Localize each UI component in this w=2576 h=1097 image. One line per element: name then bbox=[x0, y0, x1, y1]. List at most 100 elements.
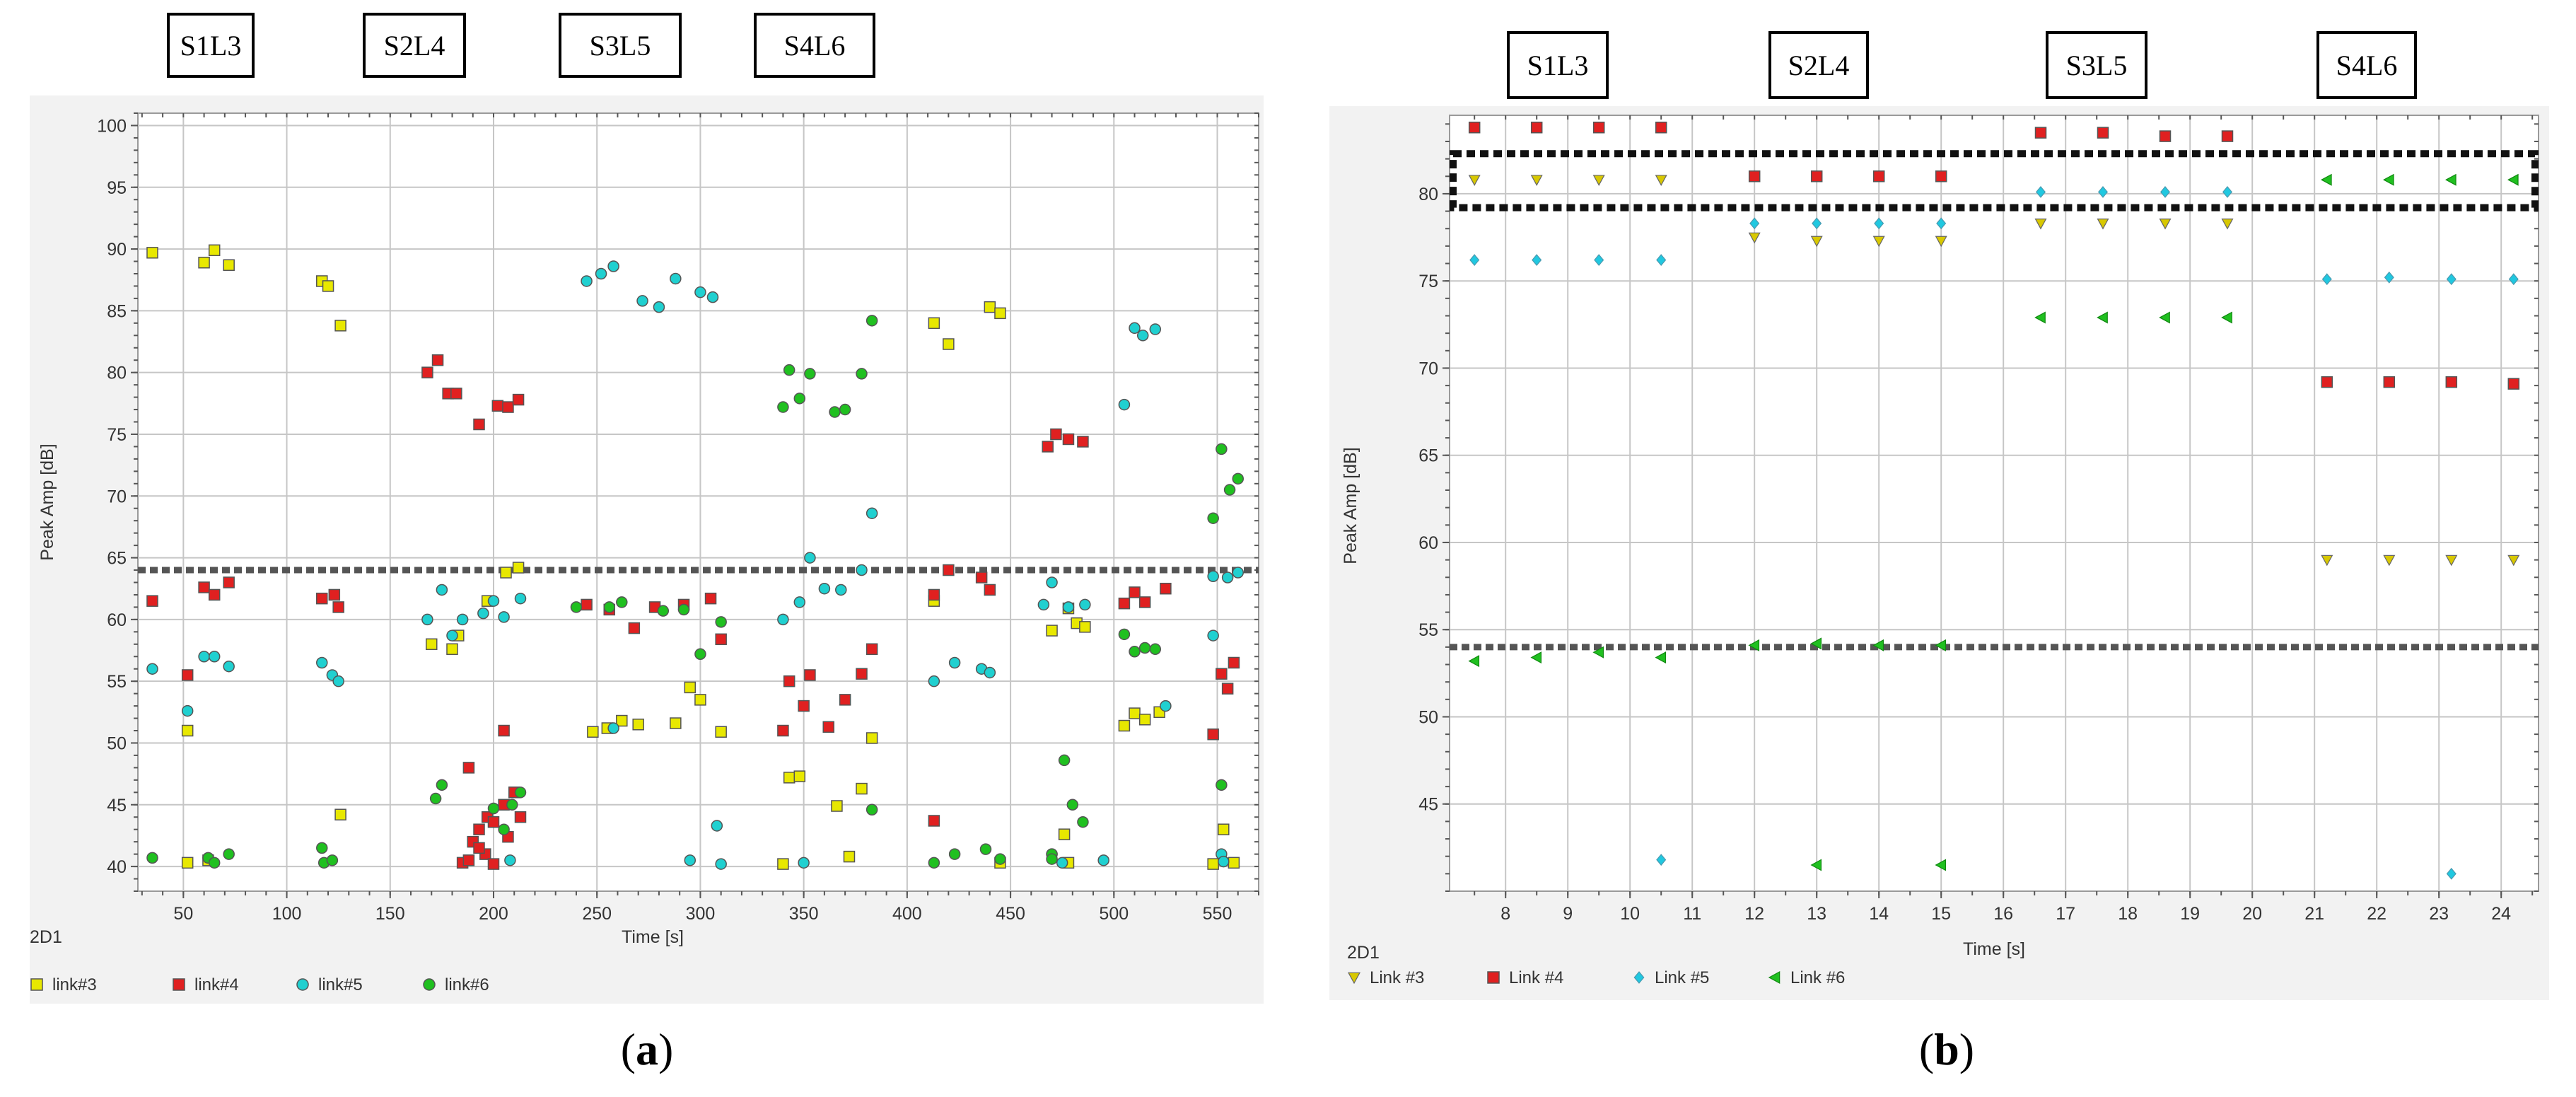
data-point bbox=[181, 857, 194, 869]
data-point bbox=[332, 675, 344, 687]
data-point bbox=[2445, 555, 2458, 567]
y-tick-label: 75 bbox=[107, 425, 127, 445]
data-point bbox=[326, 854, 339, 866]
data-point bbox=[1592, 646, 1604, 658]
data-point bbox=[1810, 859, 1822, 871]
data-point bbox=[322, 280, 334, 292]
data-point bbox=[2383, 555, 2396, 567]
data-point bbox=[421, 613, 433, 626]
data-point bbox=[798, 700, 810, 712]
data-point bbox=[1748, 232, 1761, 244]
data-point bbox=[1469, 254, 1480, 267]
data-point bbox=[446, 629, 458, 642]
data-point bbox=[436, 584, 448, 596]
data-point bbox=[677, 603, 690, 616]
data-point bbox=[2159, 311, 2170, 324]
data-point bbox=[1056, 857, 1068, 869]
x-tick-label: 100 bbox=[272, 904, 302, 924]
y-tick-label: 50 bbox=[107, 733, 127, 753]
x-tick-label: 20 bbox=[2242, 904, 2262, 924]
data-point bbox=[2097, 186, 2109, 198]
data-point bbox=[1532, 254, 1542, 267]
section-label-box bbox=[754, 13, 875, 78]
data-point bbox=[866, 803, 878, 816]
data-point bbox=[1062, 433, 1075, 446]
data-point bbox=[804, 552, 816, 564]
data-point bbox=[146, 595, 158, 607]
legend-label: Link #4 bbox=[1509, 968, 1563, 987]
data-point bbox=[446, 643, 458, 656]
data-point bbox=[684, 854, 697, 866]
data-point bbox=[1812, 217, 1822, 230]
data-point bbox=[1207, 512, 1219, 524]
data-point bbox=[512, 562, 525, 574]
data-point bbox=[866, 507, 878, 519]
data-point bbox=[2507, 378, 2520, 390]
data-point bbox=[2097, 311, 2108, 324]
data-point bbox=[793, 770, 806, 782]
data-point bbox=[984, 301, 996, 313]
legend-label: Link #6 bbox=[1790, 968, 1845, 987]
data-point bbox=[694, 648, 706, 661]
x-tick-label: 500 bbox=[1099, 904, 1129, 924]
legend-marker bbox=[1347, 972, 1361, 985]
x-tick-label: 22 bbox=[2367, 904, 2386, 924]
data-point bbox=[783, 772, 795, 784]
x-tick-label: 400 bbox=[892, 904, 922, 924]
y-tick-label: 80 bbox=[107, 364, 127, 383]
x-tick-label: 10 bbox=[1620, 904, 1640, 924]
data-point bbox=[1207, 858, 1219, 870]
data-point bbox=[670, 272, 682, 285]
data-point bbox=[2445, 376, 2458, 388]
series-link-3 bbox=[1468, 175, 2520, 567]
data-point bbox=[928, 588, 940, 601]
data-point bbox=[607, 722, 619, 734]
section-label: S3L5 bbox=[590, 30, 651, 62]
x-tick-label: 300 bbox=[686, 904, 716, 924]
data-point bbox=[711, 820, 723, 832]
data-point bbox=[603, 601, 616, 613]
data-point bbox=[2034, 218, 2047, 230]
panel-a-legend: link#3 link#4 link#5 link#6 bbox=[30, 975, 489, 994]
data-point bbox=[1118, 628, 1131, 641]
panel-a-section-labels: S1L3 S2L4 S3L5 S4L6 bbox=[167, 13, 875, 78]
legend-marker bbox=[1633, 971, 1645, 984]
data-point bbox=[856, 368, 868, 380]
data-point bbox=[1228, 857, 1240, 869]
data-point bbox=[491, 400, 504, 412]
panel-a-plot-area bbox=[137, 112, 1259, 892]
data-point bbox=[1594, 254, 1604, 267]
data-point bbox=[1037, 598, 1050, 611]
data-point bbox=[1874, 217, 1884, 230]
series-link-3 bbox=[146, 244, 1240, 870]
data-point bbox=[777, 401, 789, 413]
y-tick-label: 95 bbox=[107, 178, 127, 198]
x-tick-label: 24 bbox=[2491, 904, 2511, 924]
legend-label: link#3 bbox=[52, 975, 97, 994]
data-point bbox=[1655, 175, 1667, 186]
series-link-6 bbox=[1468, 173, 2519, 871]
x-tick-label: 8 bbox=[1500, 904, 1510, 924]
data-point bbox=[1136, 330, 1149, 342]
data-point bbox=[1138, 642, 1151, 654]
y-tick-label: 60 bbox=[107, 610, 127, 630]
section-label: S4L6 bbox=[2336, 50, 2398, 81]
data-point bbox=[2034, 311, 2046, 324]
data-point bbox=[793, 393, 806, 405]
y-tick-label: 65 bbox=[107, 549, 127, 569]
data-point bbox=[1935, 639, 1947, 651]
data-point bbox=[1935, 170, 1947, 182]
legend-label: link#5 bbox=[318, 975, 363, 994]
x-tick-label: 17 bbox=[2056, 904, 2075, 924]
data-point bbox=[839, 403, 851, 416]
data-point bbox=[783, 364, 795, 376]
panel-a-data-points bbox=[146, 244, 1245, 870]
data-point bbox=[1810, 236, 1823, 248]
data-point bbox=[1066, 799, 1079, 811]
data-point bbox=[1050, 428, 1062, 441]
data-point bbox=[1118, 719, 1131, 732]
data-point bbox=[636, 295, 648, 307]
data-point bbox=[581, 598, 593, 611]
panel-a: 50 100 150 200 250 300 350 400 450 500 550 40 45 50 55… bbox=[30, 13, 1264, 1074]
data-point bbox=[514, 787, 527, 799]
